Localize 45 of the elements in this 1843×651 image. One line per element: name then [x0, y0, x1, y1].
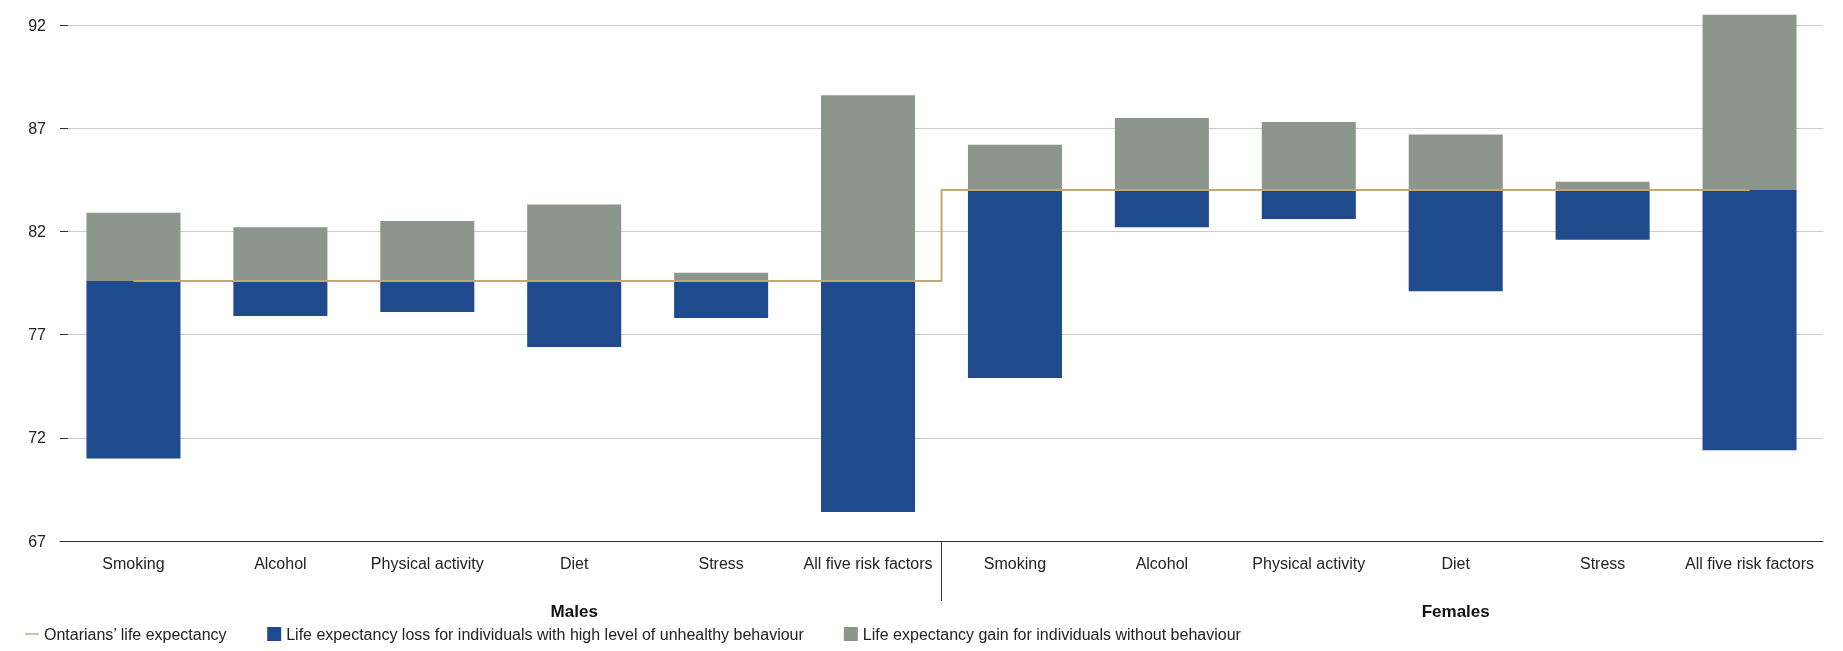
y-tick-label: 87: [28, 119, 47, 137]
bar: [1114, 190, 1209, 228]
bar: [674, 280, 769, 319]
x-tick-label: Diet: [1441, 554, 1471, 572]
bar: [527, 204, 622, 281]
x-tick-label: Diet: [559, 554, 589, 572]
bar: [1555, 190, 1650, 240]
bar: [86, 212, 181, 281]
x-tick-label: Physical activity: [370, 554, 484, 572]
x-tick-label: All five risk factors: [803, 554, 933, 572]
bar: [233, 280, 328, 317]
bar: [967, 144, 1062, 191]
legend-label: Life expectancy loss for individuals with high level of unhealthy behaviour: [286, 625, 805, 643]
bar: [233, 227, 328, 281]
bar: [1408, 190, 1503, 292]
x-tick-label: Alcohol: [1135, 554, 1189, 572]
y-tick-label: 77: [28, 326, 47, 344]
text: Females: [1421, 602, 1490, 621]
x-tick-label: Stress: [698, 554, 744, 572]
y-tick-label: 72: [28, 429, 47, 447]
bar: [86, 280, 181, 459]
x-tick-label: Physical activity: [1252, 554, 1366, 572]
text: Males: [550, 602, 598, 621]
y-tick-label: 82: [28, 222, 47, 240]
bar: [380, 280, 475, 312]
bar: [1702, 190, 1797, 451]
bar: [821, 280, 916, 513]
x-tick-label: Smoking: [983, 554, 1047, 572]
y-tick-label: 92: [28, 16, 47, 34]
bar: [1261, 122, 1356, 191]
bar: [1408, 134, 1503, 191]
legend-label: Ontarians’ life expectancy: [44, 625, 227, 643]
bar: [1114, 117, 1209, 191]
legend-label: Life expectancy gain for individuals without behaviour: [862, 625, 1242, 643]
x-tick-label: Smoking: [102, 554, 165, 572]
bar: [527, 280, 622, 347]
x-tick-label: All five risk factors: [1685, 554, 1814, 572]
y-tick-label: 67: [28, 532, 47, 550]
bar: [821, 95, 916, 281]
x-tick-label: Alcohol: [254, 554, 307, 572]
bar: [1261, 190, 1356, 220]
x-tick-label: Stress: [1579, 554, 1626, 572]
bar: [380, 221, 475, 281]
bar: [1702, 14, 1797, 191]
bar: [967, 190, 1062, 378]
